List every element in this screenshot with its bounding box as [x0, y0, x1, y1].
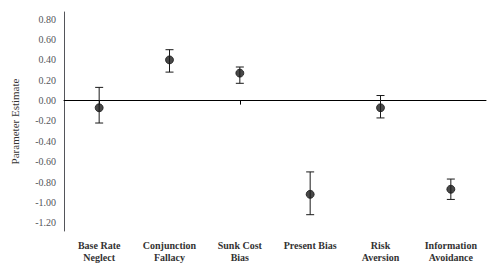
svg-text:-1.20: -1.20 [35, 217, 56, 228]
svg-text:-1.00: -1.00 [35, 197, 56, 208]
svg-text:Neglect: Neglect [83, 252, 115, 263]
svg-text:Fallacy: Fallacy [154, 252, 185, 263]
svg-text:Bias: Bias [231, 252, 249, 263]
svg-text:0.40: 0.40 [39, 54, 57, 65]
svg-text:0.80: 0.80 [39, 14, 57, 25]
svg-text:0.00: 0.00 [39, 95, 57, 106]
svg-text:-0.20: -0.20 [35, 115, 56, 126]
svg-text:Aversion: Aversion [362, 252, 400, 263]
svg-text:Information: Information [425, 240, 478, 251]
svg-text:Parameter Estimate: Parameter Estimate [9, 78, 21, 164]
svg-text:-0.60: -0.60 [35, 156, 56, 167]
svg-text:0.20: 0.20 [39, 75, 57, 86]
svg-text:Conjunction: Conjunction [143, 240, 197, 251]
svg-text:-0.40: -0.40 [35, 136, 56, 147]
svg-text:Base Rate: Base Rate [78, 240, 121, 251]
svg-text:Avoidance: Avoidance [429, 252, 474, 263]
svg-text:Risk: Risk [371, 240, 391, 251]
svg-text:0.60: 0.60 [39, 34, 57, 45]
svg-text:Present Bias: Present Bias [284, 240, 337, 251]
svg-text:-0.80: -0.80 [35, 177, 56, 188]
svg-text:Sunk Cost: Sunk Cost [218, 240, 263, 251]
